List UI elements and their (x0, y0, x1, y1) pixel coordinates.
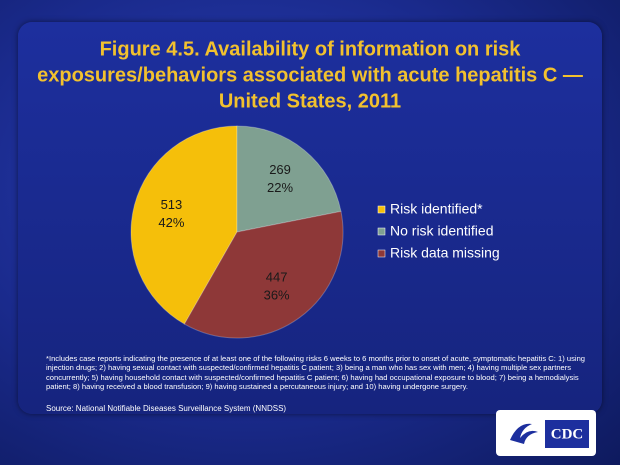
data-label: 513 (161, 197, 183, 212)
chart-title: exposures/behaviors associated with acut… (37, 64, 583, 86)
legend-swatch (377, 249, 386, 258)
data-label: 22% (267, 180, 293, 195)
pie-slice (236, 125, 342, 233)
pie-slice (130, 125, 238, 325)
legend-label: No risk identified (390, 223, 494, 239)
data-label: 447 (266, 270, 288, 285)
legend-swatch (377, 205, 386, 214)
chart-title: Figure 4.5. Availability of information … (100, 38, 522, 60)
chart-title: United States, 2011 (219, 90, 401, 112)
logo-emblem (510, 423, 538, 444)
logo-text: CDC (551, 426, 584, 442)
logo-plate (545, 420, 589, 448)
cdc-logo: CDC (496, 410, 596, 456)
legend-label: Risk data missing (390, 245, 500, 261)
data-label: 36% (264, 288, 290, 303)
data-label: 42% (158, 215, 184, 230)
footnote: *Includes case reports indicating the pr… (46, 354, 586, 392)
pie-slice (183, 210, 344, 339)
source: Source: National Notifiable Diseases Sur… (46, 404, 287, 413)
data-label: 269 (269, 162, 291, 177)
legend-swatch (377, 227, 386, 236)
legend-label: Risk identified* (390, 201, 483, 217)
